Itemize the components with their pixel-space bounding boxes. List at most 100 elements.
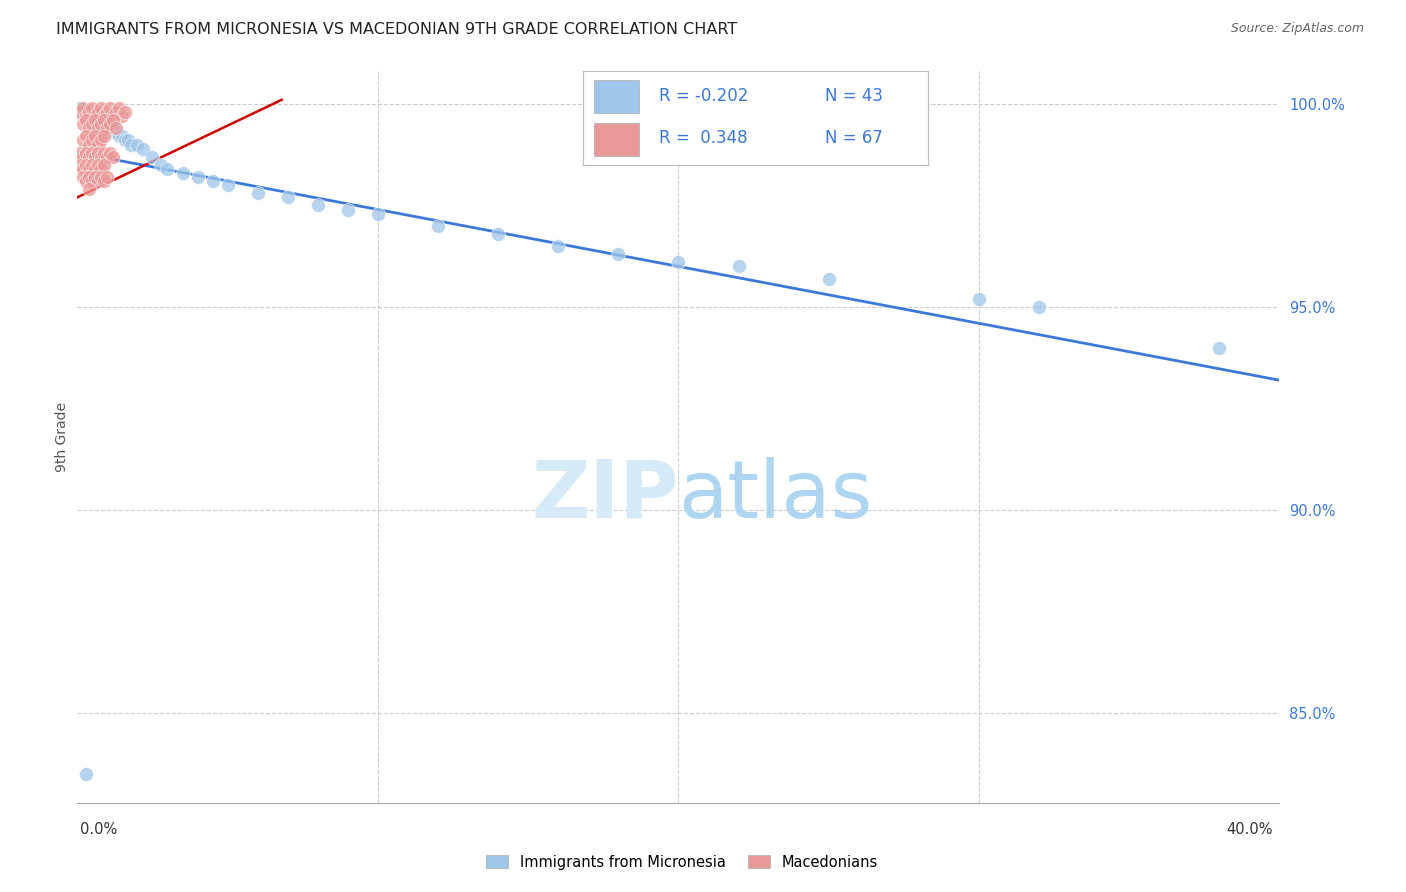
- Point: [90, 101, 112, 115]
- Point: [87, 121, 110, 136]
- Text: R = -0.202: R = -0.202: [659, 87, 748, 105]
- Point: [90, 161, 112, 176]
- Point: [103, 121, 125, 136]
- Point: [72, 133, 94, 147]
- Point: [82, 145, 104, 160]
- Text: 40.0%: 40.0%: [1226, 822, 1272, 837]
- Point: [486, 227, 509, 241]
- Point: [120, 137, 142, 152]
- Point: [427, 219, 450, 233]
- Point: [69, 158, 91, 172]
- Point: [96, 150, 118, 164]
- Point: [96, 121, 118, 136]
- Point: [336, 202, 359, 217]
- Point: [75, 174, 97, 188]
- Point: [84, 109, 107, 123]
- Point: [79, 169, 101, 184]
- Point: [79, 150, 101, 164]
- Point: [75, 767, 97, 781]
- FancyBboxPatch shape: [593, 79, 638, 112]
- Point: [82, 158, 104, 172]
- Point: [75, 145, 97, 160]
- Point: [150, 158, 173, 172]
- Point: [108, 129, 131, 144]
- Point: [103, 109, 125, 123]
- Point: [141, 150, 163, 164]
- Point: [100, 117, 122, 131]
- Text: N = 67: N = 67: [824, 129, 883, 147]
- Text: ZIP: ZIP: [531, 457, 679, 534]
- Point: [84, 169, 107, 184]
- Point: [100, 145, 122, 160]
- Point: [72, 101, 94, 115]
- Point: [93, 129, 115, 144]
- Point: [217, 178, 239, 193]
- Point: [79, 182, 101, 196]
- Point: [367, 206, 389, 220]
- Point: [87, 174, 110, 188]
- Point: [96, 117, 118, 131]
- Point: [72, 109, 94, 123]
- Text: IMMIGRANTS FROM MICRONESIA VS MACEDONIAN 9TH GRADE CORRELATION CHART: IMMIGRANTS FROM MICRONESIA VS MACEDONIAN…: [56, 22, 738, 37]
- Point: [547, 239, 569, 253]
- Point: [105, 125, 128, 139]
- Point: [79, 105, 101, 120]
- Point: [69, 101, 91, 115]
- Point: [607, 247, 630, 261]
- Point: [82, 101, 104, 115]
- Point: [817, 271, 839, 285]
- Point: [132, 142, 155, 156]
- Point: [72, 117, 94, 131]
- Point: [84, 161, 107, 176]
- Point: [84, 129, 107, 144]
- Point: [72, 150, 94, 164]
- Text: 0.0%: 0.0%: [80, 822, 117, 837]
- Point: [187, 169, 209, 184]
- Point: [93, 145, 115, 160]
- Text: R =  0.348: R = 0.348: [659, 129, 748, 147]
- Point: [307, 198, 329, 212]
- Point: [82, 174, 104, 188]
- Point: [90, 113, 112, 128]
- Point: [1028, 300, 1050, 314]
- Point: [727, 260, 749, 274]
- Point: [87, 117, 110, 131]
- Point: [172, 166, 194, 180]
- Point: [79, 137, 101, 152]
- Point: [87, 105, 110, 120]
- Point: [72, 161, 94, 176]
- Point: [103, 150, 125, 164]
- Point: [96, 169, 118, 184]
- Point: [93, 109, 115, 123]
- Point: [69, 145, 91, 160]
- Point: [277, 190, 299, 204]
- Point: [114, 133, 136, 147]
- Point: [75, 109, 97, 123]
- Point: [93, 121, 115, 136]
- Point: [111, 109, 134, 123]
- Point: [84, 109, 107, 123]
- Point: [87, 145, 110, 160]
- Point: [82, 133, 104, 147]
- Point: [114, 105, 136, 120]
- Point: [75, 105, 97, 120]
- Point: [93, 113, 115, 128]
- Point: [108, 101, 131, 115]
- Point: [90, 169, 112, 184]
- Point: [105, 105, 128, 120]
- Point: [100, 101, 122, 115]
- Point: [82, 117, 104, 131]
- Point: [79, 161, 101, 176]
- Point: [93, 158, 115, 172]
- FancyBboxPatch shape: [593, 123, 638, 156]
- Y-axis label: 9th Grade: 9th Grade: [55, 402, 69, 472]
- Point: [82, 105, 104, 120]
- Point: [96, 105, 118, 120]
- Point: [72, 169, 94, 184]
- Point: [156, 161, 179, 176]
- Point: [93, 174, 115, 188]
- Point: [87, 158, 110, 172]
- Point: [69, 105, 91, 120]
- Point: [1208, 341, 1230, 355]
- Point: [967, 292, 990, 306]
